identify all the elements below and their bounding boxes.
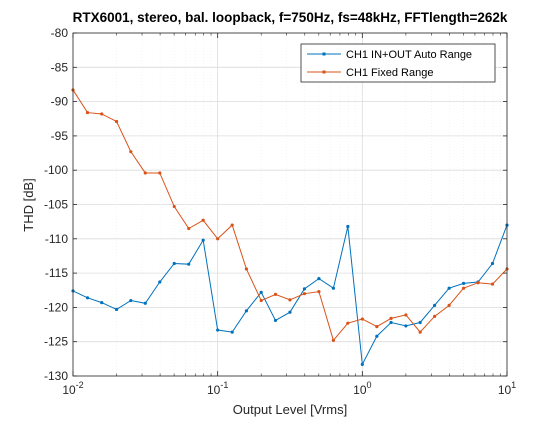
data-point	[433, 303, 437, 307]
y-tick-label: -85	[51, 60, 69, 74]
data-point	[187, 262, 191, 266]
ticks: -130 -125 -120 -115 -110 -105 -100 -95 -90 -85 -80…	[44, 26, 516, 397]
legend-label-auto-range: CH1 IN+OUT Auto Range	[346, 49, 472, 61]
data-point	[404, 313, 408, 317]
data-point	[389, 320, 393, 325]
legend-label-fixed-range: CH1 Fixed Range	[346, 67, 433, 79]
data-point	[201, 238, 205, 242]
data-point	[158, 280, 162, 284]
data-point	[259, 290, 263, 294]
data-point	[418, 330, 422, 334]
data-point	[230, 330, 234, 334]
y-tick-label: -100	[44, 163, 68, 177]
data-point	[85, 110, 90, 115]
data-point	[447, 303, 451, 307]
x-tick-label: 10-1	[207, 380, 228, 397]
y-tick-label: -120	[44, 300, 68, 314]
y-tick-label: -95	[51, 129, 69, 143]
x-axis-label: Output Level [Vrms]	[233, 402, 347, 417]
data-point	[100, 112, 104, 116]
data-point	[490, 282, 495, 286]
x-tick-label: 101	[498, 380, 516, 397]
legend-marker-auto-range	[322, 52, 326, 56]
series-group	[71, 223, 509, 367]
data-point	[273, 292, 278, 296]
data-point	[114, 307, 119, 312]
legend-box	[300, 43, 496, 83]
y-tick-label: -130	[44, 369, 68, 383]
series-layer	[71, 88, 509, 367]
data-point	[476, 281, 480, 285]
data-point	[461, 281, 466, 285]
data-point	[433, 314, 437, 318]
data-point	[331, 286, 336, 290]
data-point	[461, 286, 466, 290]
data-point	[317, 276, 321, 281]
data-point	[404, 324, 408, 328]
data-point	[259, 298, 263, 303]
data-point	[172, 204, 176, 209]
y-tick-label: -90	[51, 95, 69, 109]
data-point	[129, 150, 133, 154]
data-point	[244, 309, 249, 313]
data-point	[172, 261, 176, 266]
data-point	[216, 328, 220, 332]
y-tick-label: -115	[45, 266, 68, 280]
data-point	[447, 286, 451, 290]
legend: CH1 IN+OUT Auto Range CH1 Fixed Range	[300, 43, 496, 83]
data-point	[288, 298, 292, 302]
x-tick-label: 100	[353, 380, 371, 397]
y-tick-label: -110	[45, 232, 68, 246]
data-point	[216, 237, 220, 241]
x-tick-label: 10-2	[62, 380, 83, 397]
data-point	[273, 318, 278, 323]
data-point	[375, 334, 379, 338]
chart-title: RTX6001, stereo, bal. loopback, f=750Hz,…	[73, 10, 508, 25]
y-tick-label: -105	[44, 198, 68, 212]
data-point	[418, 320, 422, 325]
data-point	[490, 261, 495, 266]
data-point	[302, 287, 307, 291]
data-point	[360, 317, 364, 321]
y-tick-label: -80	[51, 26, 69, 40]
data-point	[346, 321, 350, 325]
data-point	[346, 224, 350, 229]
data-point	[201, 218, 205, 222]
y-axis-label: THD [dB]	[21, 178, 36, 231]
data-point	[158, 171, 162, 175]
data-point	[375, 325, 379, 329]
data-point	[230, 223, 234, 227]
data-point	[143, 171, 147, 175]
data-point	[187, 226, 191, 231]
data-point	[317, 290, 321, 294]
data-point	[331, 338, 336, 342]
data-point	[389, 316, 393, 320]
data-point	[288, 310, 292, 314]
data-point	[360, 362, 364, 366]
data-point	[244, 267, 249, 271]
data-point	[302, 292, 307, 296]
data-point	[100, 300, 104, 305]
data-point	[143, 301, 147, 305]
y-tick-label: -125	[44, 335, 68, 349]
series-group	[71, 88, 509, 342]
legend-marker-fixed-range	[322, 70, 326, 74]
data-point	[85, 296, 90, 300]
data-point	[114, 119, 119, 124]
data-point	[129, 298, 133, 303]
